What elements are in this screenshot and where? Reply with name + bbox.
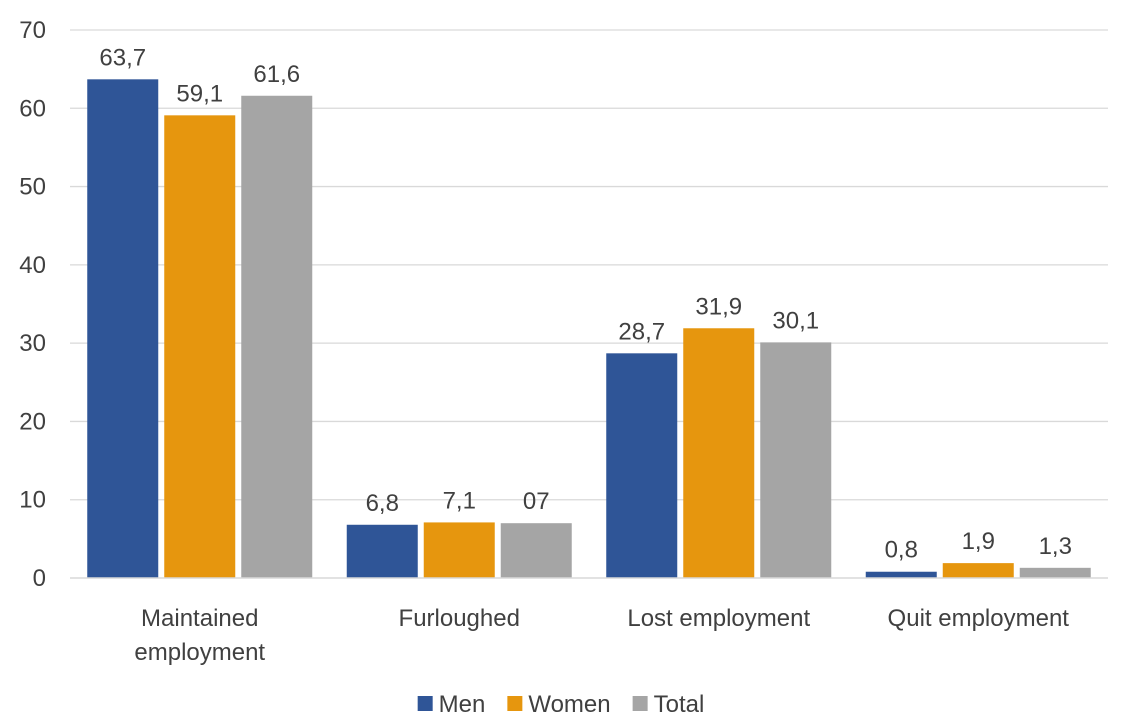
- legend: Men Women Total: [417, 691, 705, 718]
- bar-total: [760, 342, 832, 578]
- data-label: 6,8: [366, 490, 399, 517]
- legend-item-women: Women: [507, 691, 611, 718]
- legend-item-total: Total: [632, 691, 705, 718]
- y-tick-label: 50: [19, 174, 46, 201]
- y-tick-label: 0: [33, 565, 46, 592]
- bar-men: [606, 353, 678, 578]
- bar-men: [346, 524, 418, 578]
- legend-swatch: [507, 696, 523, 711]
- y-tick-label: 20: [19, 408, 46, 435]
- legend-label: Total: [654, 691, 705, 718]
- bar-men: [865, 571, 937, 578]
- bar-women: [164, 115, 236, 579]
- x-category-label: employment: [134, 639, 265, 666]
- bar-women: [683, 328, 755, 578]
- y-tick-label: 10: [19, 487, 46, 514]
- bar-total: [500, 523, 572, 578]
- bars: [87, 79, 1091, 579]
- data-label: 7,1: [443, 487, 476, 514]
- data-labels: 63,7 59,1 61,6 6,8 7,1 07 28,7 31,9 30,1 0,8 1,9 1,…: [99, 44, 1072, 563]
- bar-total: [241, 95, 313, 578]
- legend-swatch: [417, 696, 433, 711]
- y-tick-label: 40: [19, 252, 46, 279]
- data-label: 1,9: [962, 528, 995, 555]
- x-category-label: Furloughed: [399, 605, 520, 632]
- y-axis: 0 10 20 30 40 50 60 70: [19, 17, 46, 592]
- x-category-label: Quit employment: [888, 605, 1070, 632]
- legend-label: Women: [528, 691, 610, 718]
- data-label: 1,3: [1039, 533, 1072, 560]
- data-label: 07: [523, 488, 550, 515]
- bar-total: [1019, 567, 1091, 578]
- data-label: 28,7: [618, 318, 665, 345]
- data-label: 61,6: [253, 61, 300, 88]
- x-category-label: Maintained: [141, 605, 258, 632]
- data-label: 0,8: [885, 537, 918, 564]
- x-category-label: Lost employment: [627, 605, 810, 632]
- legend-item-men: Men: [417, 691, 486, 718]
- bar-women: [942, 563, 1014, 578]
- bar-women: [423, 522, 495, 578]
- y-tick-label: 30: [19, 330, 46, 357]
- legend-label: Men: [439, 691, 486, 718]
- data-label: 31,9: [695, 293, 742, 320]
- legend-swatch: [632, 696, 648, 711]
- data-label: 30,1: [772, 307, 819, 334]
- data-label: 59,1: [176, 80, 223, 107]
- data-label: 63,7: [99, 44, 146, 71]
- x-axis: Maintained employment Furloughed Lost emplo…: [70, 577, 1108, 666]
- y-tick-label: 60: [19, 95, 46, 122]
- y-tick-label: 70: [19, 17, 46, 44]
- bar-men: [87, 79, 159, 578]
